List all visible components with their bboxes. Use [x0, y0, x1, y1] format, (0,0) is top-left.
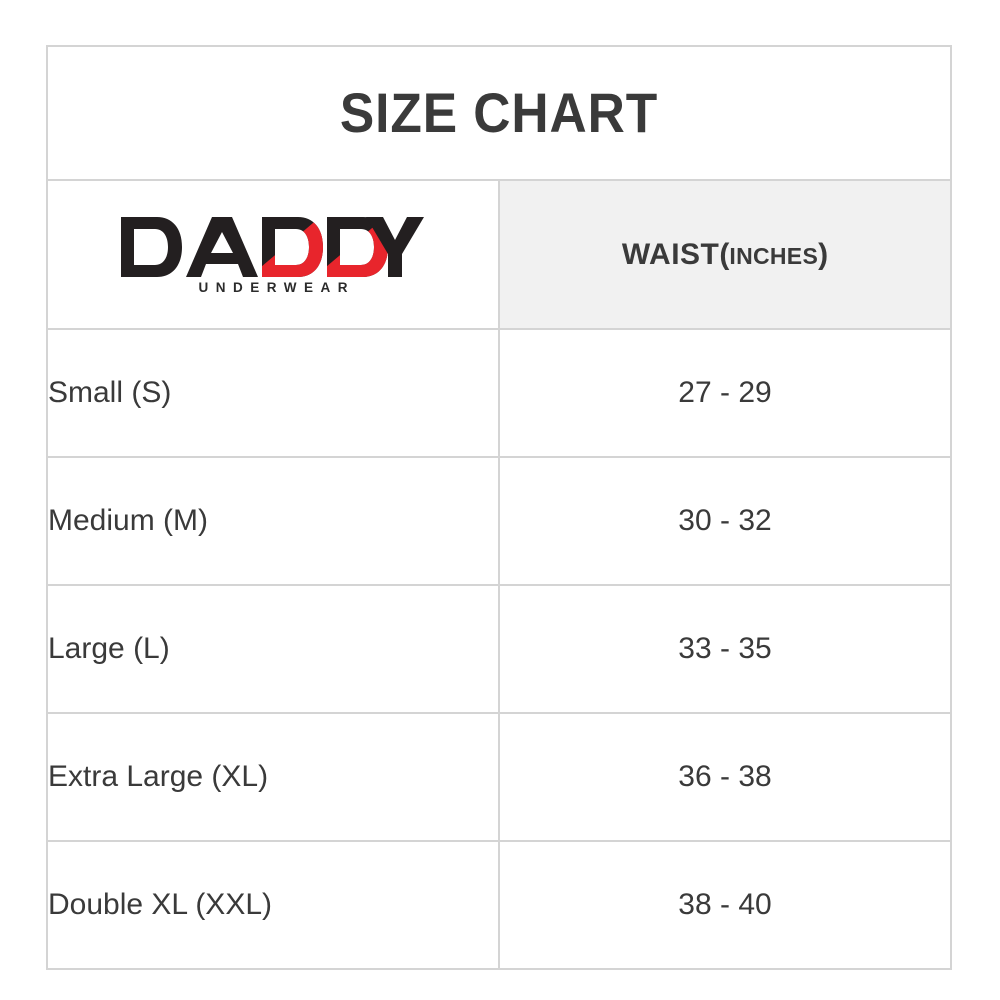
waist-value: 33 - 35	[498, 584, 952, 714]
waist-value: 30 - 32	[498, 456, 952, 586]
size-label: Large (L)	[46, 584, 500, 714]
split-letter-d-1	[262, 217, 323, 277]
waist-value: 27 - 29	[498, 328, 952, 458]
waist-header-cell: WAIST(INCHES)	[498, 179, 952, 330]
paren-open: (	[719, 237, 730, 271]
title-row: SIZE CHART	[46, 45, 952, 181]
page-title: SIZE CHART	[339, 81, 659, 144]
table-row: Medium (M) 30 - 32	[46, 456, 952, 586]
waist-value: 36 - 38	[498, 712, 952, 842]
brand-tagline: UNDERWEAR	[198, 280, 355, 295]
size-label: Double XL (XXL)	[46, 840, 500, 970]
brand-logo: UNDERWEAR	[120, 212, 426, 295]
size-label: Extra Large (XL)	[46, 712, 500, 842]
title-cell: SIZE CHART	[46, 45, 952, 181]
daddy-wordmark-icon	[121, 217, 424, 277]
brand-logo-cell: UNDERWEAR	[46, 179, 500, 330]
waist-header-unit: INCHES	[729, 242, 819, 269]
size-chart-table: SIZE CHART	[46, 45, 952, 970]
table-row: Extra Large (XL) 36 - 38	[46, 712, 952, 842]
size-label: Small (S)	[46, 328, 500, 458]
table-row: Double XL (XXL) 38 - 40	[46, 840, 952, 970]
size-label: Medium (M)	[46, 456, 500, 586]
waist-value: 38 - 40	[498, 840, 952, 970]
waist-header-label: WAIST	[621, 237, 720, 271]
paren-close: )	[818, 237, 829, 271]
header-row: UNDERWEAR WAIST(INCHES)	[46, 179, 952, 330]
table-row: Large (L) 33 - 35	[46, 584, 952, 714]
table-row: Small (S) 27 - 29	[46, 328, 952, 458]
